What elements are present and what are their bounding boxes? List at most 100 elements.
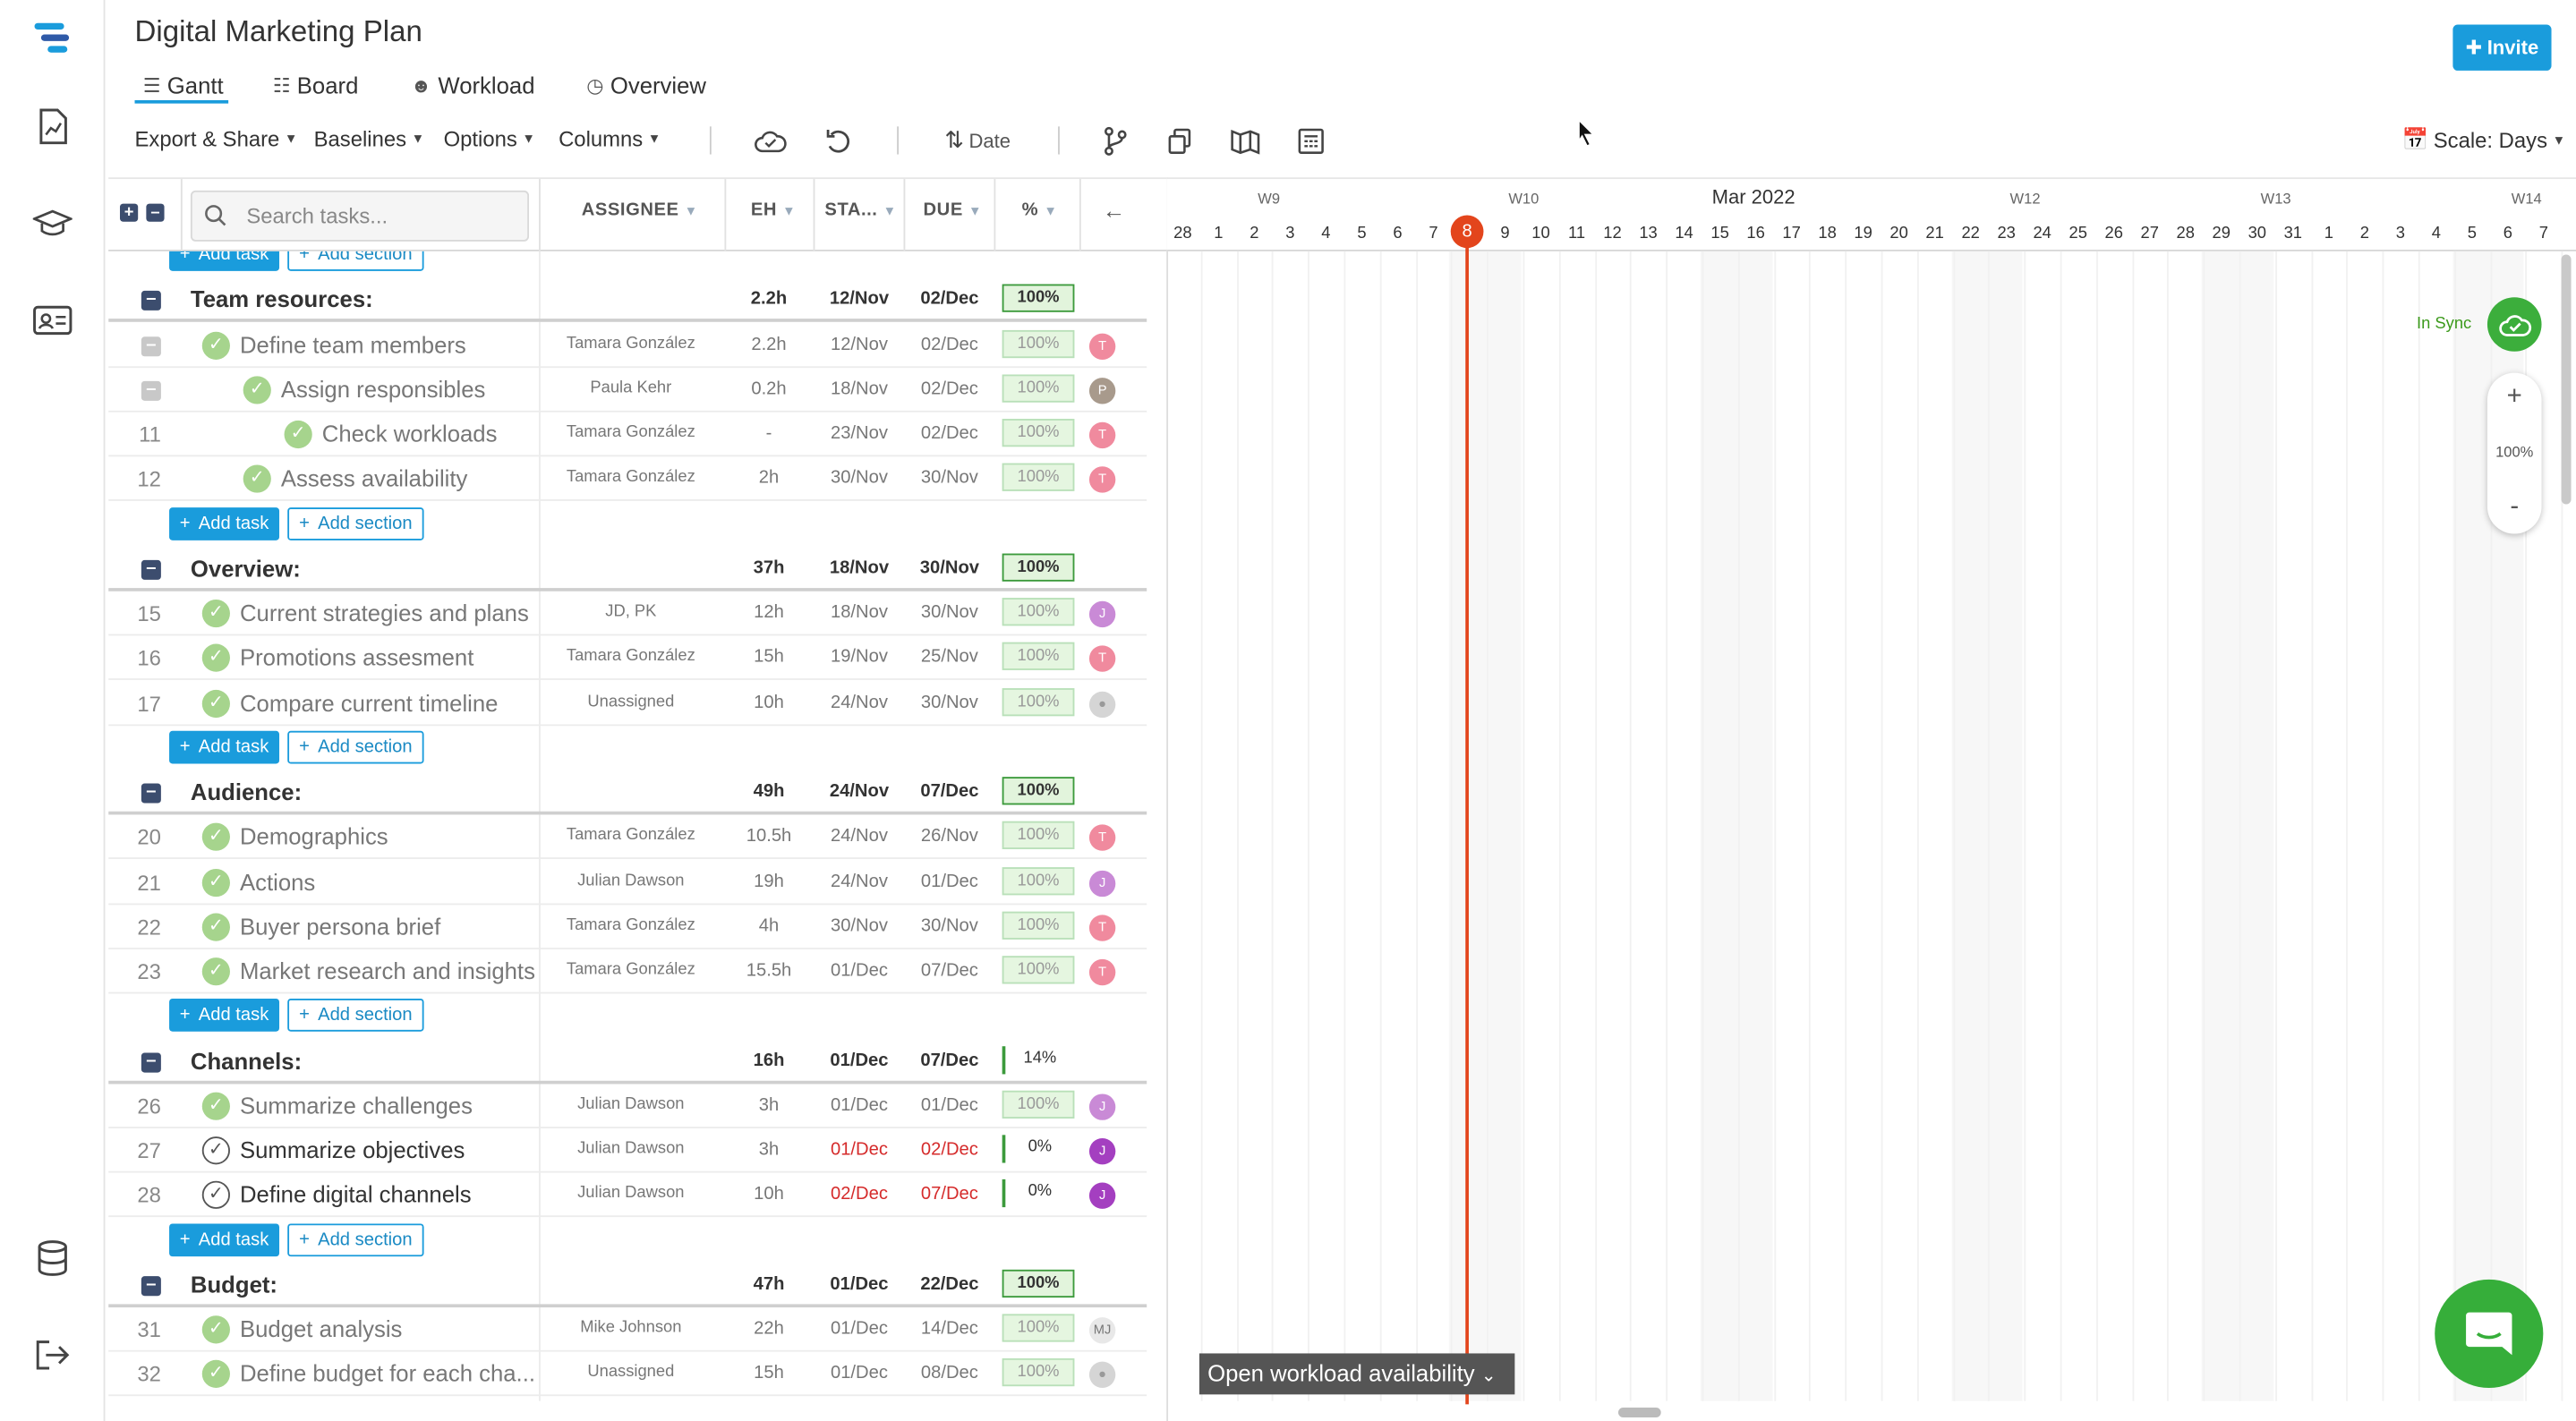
collapse-grid-arrow-icon[interactable]: ←	[1102, 197, 1126, 224]
task-name[interactable]: Demographics	[239, 823, 388, 850]
task-row[interactable]: 16 ✓ Promotions assesment Tamara González 15…	[108, 636, 1147, 681]
contacts-card-icon[interactable]	[33, 301, 73, 340]
task-complete-checkbox[interactable]: ✓	[284, 420, 312, 449]
task-complete-checkbox[interactable]: ✓	[201, 868, 230, 897]
section-row[interactable]: – Channels: 16h 01/Dec 07/Dec 14%	[108, 1039, 1147, 1084]
collapse-all-button[interactable]: –	[146, 203, 165, 222]
task-assignee[interactable]: Tamara González	[566, 647, 695, 666]
app-logo-icon[interactable]	[33, 18, 73, 57]
add-task-button[interactable]: + Add task	[169, 251, 280, 271]
task-name[interactable]: Promotions assesment	[239, 643, 474, 671]
task-due[interactable]: 30/Nov	[920, 602, 978, 623]
task-row[interactable]: 21 ✓ Actions Julian Dawson 19h 24/Nov 01/Dec 10…	[108, 860, 1147, 905]
task-name[interactable]: Define budget for each cha...	[239, 1360, 536, 1387]
avatar[interactable]: ●	[1088, 1362, 1116, 1389]
collapse-section-button[interactable]: –	[141, 559, 161, 580]
tab-workload[interactable]: ☻ Workload	[411, 67, 535, 103]
task-row[interactable]: 12 ✓ Assess availability Tamara González 2h 3…	[108, 457, 1147, 502]
task-progress[interactable]: 100%	[1002, 1314, 1075, 1342]
copy-icon[interactable]	[1164, 124, 1197, 157]
calculator-icon[interactable]	[1294, 124, 1327, 157]
task-start[interactable]: 18/Nov	[830, 379, 888, 399]
task-assignee[interactable]: Julian Dawson	[577, 871, 685, 889]
task-row[interactable]: 28 ✓ Define digital channels Julian Dawson 1…	[108, 1173, 1147, 1218]
task-assignee[interactable]: JD, PK	[605, 602, 657, 621]
avatar[interactable]: J	[1088, 1183, 1116, 1210]
task-eh[interactable]: 3h	[758, 1139, 780, 1160]
task-complete-checkbox[interactable]: ✓	[201, 1136, 230, 1165]
database-icon[interactable]	[33, 1238, 73, 1278]
task-progress[interactable]: 100%	[1002, 956, 1075, 984]
task-due[interactable]: 01/Dec	[920, 1094, 978, 1115]
task-progress[interactable]: 100%	[1002, 687, 1075, 716]
task-row[interactable]: 17 ✓ Compare current timeline Unassigned 10h…	[108, 681, 1147, 726]
task-complete-checkbox[interactable]: ✓	[201, 688, 230, 718]
task-eh[interactable]: 2h	[758, 468, 780, 489]
task-eh[interactable]: 15.5h	[746, 960, 792, 981]
invite-button[interactable]: ✚ Invite	[2452, 24, 2552, 71]
academy-icon[interactable]	[32, 204, 73, 243]
column-header-assignee[interactable]: ASSIGNEE ▼	[582, 200, 698, 220]
task-progress[interactable]: 100%	[1002, 866, 1075, 895]
add-task-button[interactable]: + Add task	[169, 999, 280, 1033]
task-eh[interactable]: 10h	[754, 1184, 784, 1204]
task-name[interactable]: Assign responsibles	[280, 375, 486, 403]
task-start[interactable]: 02/Dec	[830, 1184, 888, 1204]
task-due[interactable]: 07/Dec	[920, 960, 978, 981]
task-name[interactable]: Check workloads	[321, 420, 498, 447]
task-name[interactable]: Summarize objectives	[239, 1136, 465, 1163]
task-row[interactable]: 31 ✓ Budget analysis Mike Johnson 22h 01/Dec 1…	[108, 1307, 1147, 1352]
collapse-subtasks-button[interactable]: –	[141, 335, 161, 356]
task-name[interactable]: Current strategies and plans	[239, 599, 529, 626]
collapse-section-button[interactable]: –	[141, 783, 161, 804]
task-assignee[interactable]: Tamara González	[566, 334, 695, 353]
task-row[interactable]: 15 ✓ Current strategies and plans JD, PK 12h…	[108, 591, 1147, 636]
task-start[interactable]: 19/Nov	[830, 647, 888, 668]
section-row[interactable]: – Team resources: 2.2h 12/Nov 02/Dec 100%	[108, 278, 1147, 323]
task-eh[interactable]: 22h	[754, 1318, 784, 1339]
task-progress[interactable]: 100%	[1002, 1090, 1075, 1119]
task-eh[interactable]: 19h	[754, 871, 784, 891]
column-header-percent[interactable]: % ▼	[1022, 200, 1058, 220]
task-complete-checkbox[interactable]: ✓	[243, 375, 271, 404]
task-start[interactable]: 24/Nov	[830, 692, 888, 712]
export-share-menu[interactable]: Export & Share ▼	[135, 126, 298, 151]
task-complete-checkbox[interactable]: ✓	[201, 957, 230, 986]
task-eh[interactable]: 10.5h	[746, 826, 792, 847]
task-start[interactable]: 01/Dec	[830, 1139, 888, 1160]
tab-overview[interactable]: ◷ Overview	[586, 67, 706, 103]
open-workload-button[interactable]: Open workload availability ⌄	[1198, 1353, 1515, 1395]
task-complete-checkbox[interactable]: ✓	[201, 1181, 230, 1210]
map-icon[interactable]	[1229, 124, 1262, 157]
add-section-button[interactable]: + Add section	[287, 730, 424, 764]
task-row[interactable]: 26 ✓ Summarize challenges Julian Dawson 3h 01…	[108, 1084, 1147, 1128]
task-start[interactable]: 24/Nov	[830, 826, 888, 847]
task-progress[interactable]: 100%	[1002, 911, 1075, 940]
section-row[interactable]: – Overview: 37h 18/Nov 30/Nov 100%	[108, 547, 1147, 591]
task-start[interactable]: 01/Dec	[830, 1363, 888, 1383]
task-assignee[interactable]: Tamara González	[566, 423, 695, 442]
zoom-out-button[interactable]: -	[2510, 492, 2520, 521]
avatar[interactable]: T	[1088, 914, 1116, 941]
task-progress[interactable]: 0%	[1002, 1179, 1075, 1208]
task-due[interactable]: 30/Nov	[920, 915, 978, 936]
collapse-subtasks-button[interactable]: –	[141, 379, 161, 401]
task-assignee[interactable]: Julian Dawson	[577, 1094, 685, 1114]
task-progress[interactable]: 100%	[1002, 464, 1075, 492]
task-complete-checkbox[interactable]: ✓	[201, 1360, 230, 1389]
add-task-button[interactable]: + Add task	[169, 730, 280, 764]
avatar[interactable]: MJ	[1088, 1317, 1116, 1344]
task-row[interactable]: 23 ✓ Market research and insights Tamara Go…	[108, 949, 1147, 994]
task-assignee[interactable]: Paula Kehr	[590, 379, 672, 397]
avatar[interactable]: T	[1088, 332, 1116, 360]
section-name[interactable]: Overview:	[190, 554, 301, 582]
task-complete-checkbox[interactable]: ✓	[201, 643, 230, 673]
avatar[interactable]: ●	[1088, 690, 1116, 718]
collapse-section-button[interactable]: –	[141, 1051, 161, 1072]
section-row[interactable]: – Budget: 47h 01/Dec 22/Dec 100%	[108, 1263, 1147, 1307]
section-name[interactable]: Audience:	[190, 779, 303, 805]
task-eh[interactable]: -	[765, 423, 772, 444]
avatar[interactable]: J	[1088, 1093, 1116, 1120]
task-due[interactable]: 08/Dec	[920, 1363, 978, 1383]
add-task-button[interactable]: + Add task	[169, 1222, 280, 1256]
